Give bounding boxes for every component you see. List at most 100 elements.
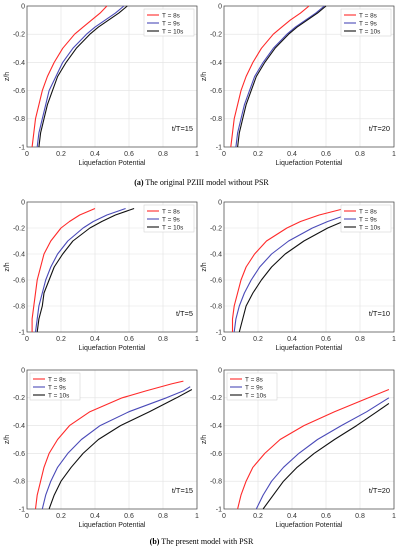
x-tick-label: 0.8 [158,336,168,343]
x-tick-label: 0 [222,336,226,343]
y-tick-label: -1 [216,144,222,151]
y-tick-label: 0 [21,3,25,10]
legend-label-2: T = 9s [245,384,263,391]
x-tick-label: 0 [222,513,226,520]
y-tick-label: -1 [216,329,222,336]
x-axis-label: Liquefaction Potential [79,345,146,352]
x-tick-label: 0.4 [287,336,297,343]
x-tick-label: 1 [392,513,396,520]
y-tick-label: -0.8 [210,116,222,123]
y-tick-label: 0 [218,199,222,206]
chart-c-right: 0 0.2 0.4 0.6 0.8 1 0 -0.2 -0.4 -0.6 -0.8 -1 Liquefa… [201,367,396,529]
x-tick-label: 0.2 [56,336,66,343]
series-line-2 [36,5,125,148]
y-axis-label: z/h [201,262,208,271]
x-axis-label: Liquefaction Potential [276,160,343,167]
legend-label-3: T = 10s [359,224,380,231]
series-line-2 [41,386,191,510]
x-axis-label: Liquefaction Potential [79,160,146,167]
x-tick-label: 0.2 [253,513,263,520]
y-tick-label: -0.4 [210,60,222,67]
y-axis-label: z/h [201,72,208,81]
caption-b-text: The present model with PSR [159,537,254,546]
legend-label-1: T = 8s [245,376,263,383]
x-tick-label: 0.4 [90,513,100,520]
y-tick-label: 0 [21,367,25,374]
plot-frame [223,369,395,510]
series-line-3 [48,389,193,510]
panel-annotation: t/T=20 [369,486,390,495]
panel-annotation: t/T=15 [172,124,193,133]
panel-annotation: t/T=5 [176,309,193,318]
legend-label-3: T = 10s [162,224,183,231]
y-tick-label: 0 [21,199,25,206]
x-tick-label: 0.4 [90,336,100,343]
y-tick-label: -0.8 [210,479,222,486]
x-tick-label: 0.4 [287,151,297,158]
y-tick-label: -1 [19,329,25,336]
legend: T = 8sT = 9sT = 10s [226,372,278,401]
y-tick-label: -0.4 [13,60,25,67]
x-tick-label: 0 [25,151,29,158]
legend: T = 8sT = 9sT = 10s [143,8,195,37]
series-line-1 [231,207,345,332]
y-tick-label: 0 [218,3,222,10]
legend-label-3: T = 10s [162,28,183,35]
legend-label-1: T = 8s [48,376,66,383]
x-tick-label: 0 [25,513,29,520]
y-tick-label: -0.4 [210,251,222,258]
series-line-2 [34,207,126,333]
series-line-3 [237,5,327,148]
caption-a-tag: (a) [134,178,144,187]
legend: T = 8sT = 9sT = 10s [143,204,195,233]
y-tick-label: -0.6 [13,451,25,458]
legend: T = 8sT = 9sT = 10s [340,8,392,37]
legend-label-1: T = 8s [359,208,377,215]
x-tick-label: 0.8 [355,336,365,343]
y-tick-label: -0.4 [13,423,25,430]
x-axis-label: Liquefaction Potential [276,522,343,529]
chart-a-left: 0 0.2 0.4 0.6 0.8 1 0 -0.2 -0.4 -0.6 -0.8 -1 Liquefa… [4,3,199,167]
x-tick-label: 0.8 [355,151,365,158]
y-axis-label: z/h [4,262,11,271]
panel-annotation: t/T=20 [369,124,390,133]
y-tick-label: -1 [19,506,25,513]
series-line-3 [36,207,135,333]
legend: T = 8sT = 9sT = 10s [29,372,81,401]
y-axis-label: z/h [201,435,208,444]
x-tick-label: 0.6 [124,151,134,158]
legend-label-2: T = 9s [359,216,377,223]
series-line-2 [233,207,371,333]
y-tick-label: -0.2 [13,32,25,39]
y-tick-label: -0.4 [13,251,25,258]
legend: T = 8sT = 9sT = 10s [340,204,392,233]
y-tick-label: 0 [218,367,222,374]
x-tick-label: 0 [222,151,226,158]
legend-label-2: T = 9s [162,216,180,223]
series-line-2 [235,5,325,148]
plot-frame [26,5,198,148]
x-tick-label: 0.2 [56,151,66,158]
panel-annotation: t/T=10 [369,309,390,318]
series-line-1 [230,5,310,148]
y-tick-label: -0.2 [210,32,222,39]
y-tick-label: -1 [216,506,222,513]
series-line-1 [31,5,108,148]
legend-label-1: T = 8s [162,12,180,19]
legend-label-3: T = 10s [359,28,380,35]
x-tick-label: 0.2 [253,336,263,343]
x-tick-label: 0.6 [124,336,134,343]
x-tick-label: 0.2 [253,151,263,158]
series-line-1 [34,380,184,510]
series-line-3 [262,402,390,510]
chart-b-right: 0 0.2 0.4 0.6 0.8 1 0 -0.2 -0.4 -0.6 -0.8 -1 Liquefa… [201,199,396,352]
chart-c-left: 0 0.2 0.4 0.6 0.8 1 0 -0.2 -0.4 -0.6 -0.8 -1 Liquefa… [4,367,199,529]
x-tick-label: 0.6 [124,513,134,520]
legend-label-3: T = 10s [245,392,266,399]
y-tick-label: -0.8 [13,479,25,486]
y-axis-label: z/h [4,72,11,81]
x-axis-label: Liquefaction Potential [79,522,146,529]
caption-b: (b) The present model with PSR [0,537,403,546]
caption-a: (a) The original PZIII model without PSR [0,178,403,187]
y-tick-label: -0.6 [13,88,25,95]
